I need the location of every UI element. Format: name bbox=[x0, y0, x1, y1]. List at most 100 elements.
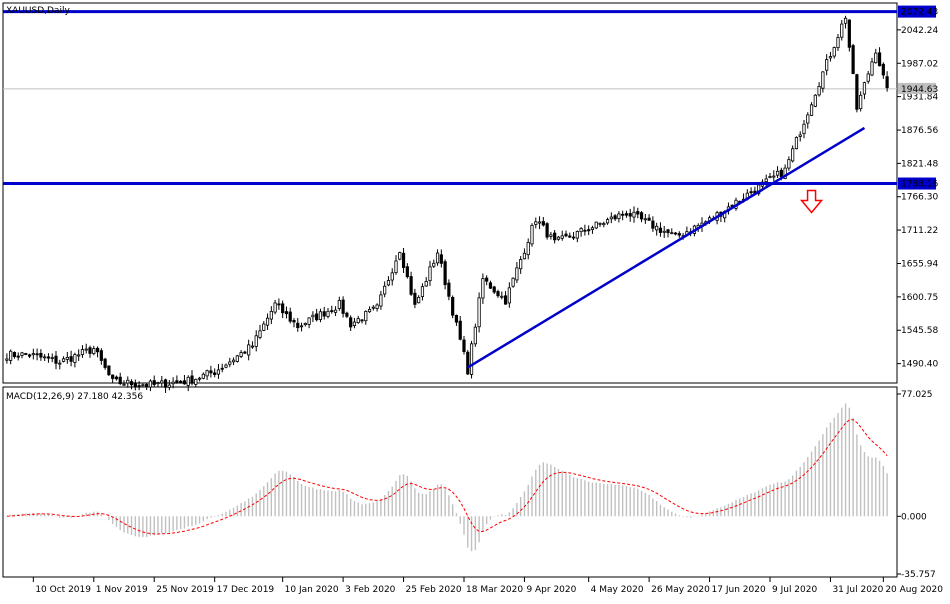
candle-body bbox=[145, 383, 149, 387]
candle-body bbox=[16, 355, 20, 358]
candle-body bbox=[775, 170, 780, 176]
candle-body bbox=[836, 37, 840, 49]
candle-body bbox=[877, 52, 882, 67]
candle-body bbox=[481, 278, 485, 299]
candle-body bbox=[783, 167, 787, 179]
candle-body bbox=[156, 382, 160, 385]
candle-body bbox=[643, 218, 647, 221]
candle-body bbox=[148, 380, 153, 388]
candle-body bbox=[813, 94, 817, 107]
candle-body bbox=[73, 354, 77, 363]
candle-body bbox=[175, 380, 179, 383]
candle-body bbox=[273, 302, 277, 313]
candle-body bbox=[855, 74, 859, 110]
candle-body bbox=[545, 223, 549, 238]
candle-body bbox=[39, 352, 43, 358]
candle-body bbox=[394, 260, 398, 273]
candle-body bbox=[458, 320, 462, 340]
support-trendline[interactable] bbox=[467, 126, 866, 369]
candle-body bbox=[477, 297, 481, 328]
time-tick-label: 17 Jun 2020 bbox=[712, 585, 766, 595]
candle-body bbox=[390, 272, 394, 281]
candle-body bbox=[209, 370, 213, 374]
time-tick-label: 25 Feb 2020 bbox=[406, 585, 462, 595]
trendline-layer[interactable] bbox=[467, 126, 866, 369]
candle-body bbox=[639, 212, 644, 220]
candle-body bbox=[277, 303, 281, 306]
candle-body bbox=[50, 357, 54, 359]
candle-body bbox=[636, 211, 640, 215]
candle-body bbox=[163, 379, 168, 388]
current-price-label: 1944.63 bbox=[901, 85, 938, 95]
time-tick-label: 17 Dec 2019 bbox=[217, 585, 275, 595]
candle-body bbox=[58, 362, 62, 365]
candle-body bbox=[662, 230, 666, 233]
candle-body bbox=[454, 314, 459, 323]
price-tick-label: 2042.24 bbox=[901, 26, 938, 36]
time-tick-label: 4 May 2020 bbox=[591, 585, 644, 595]
candle-body bbox=[779, 169, 783, 178]
candle-body bbox=[152, 380, 156, 385]
candle-body bbox=[485, 277, 489, 282]
candle-body bbox=[628, 213, 632, 217]
price-tick-label: 1711.22 bbox=[901, 226, 938, 236]
price-tick-label: 1987.02 bbox=[901, 59, 938, 69]
candle-body bbox=[647, 217, 651, 221]
candle-body bbox=[537, 221, 542, 224]
candle-body bbox=[549, 234, 553, 237]
candle-body bbox=[424, 281, 428, 287]
down-arrow-icon[interactable] bbox=[799, 189, 824, 214]
candle-body bbox=[821, 71, 825, 89]
candle-body bbox=[496, 291, 500, 297]
candle-body bbox=[802, 123, 806, 135]
candle-body bbox=[118, 376, 122, 385]
candle-body bbox=[583, 229, 587, 232]
arrow-layer[interactable] bbox=[799, 189, 824, 214]
candle-body bbox=[825, 59, 829, 71]
candle-body bbox=[632, 211, 636, 218]
candle-body bbox=[111, 374, 115, 379]
candle-body bbox=[560, 235, 564, 239]
time-tick-label: 25 Nov 2019 bbox=[156, 585, 214, 595]
candle-body bbox=[69, 356, 73, 362]
candle-body bbox=[383, 285, 387, 295]
price-pane-frame bbox=[2, 2, 898, 384]
candle-body bbox=[439, 254, 443, 264]
candle-body bbox=[809, 104, 814, 116]
candle-body bbox=[401, 252, 406, 268]
candle-body bbox=[84, 348, 88, 351]
candle-body bbox=[315, 313, 319, 321]
candle-body bbox=[443, 261, 447, 286]
candle-body bbox=[269, 310, 273, 320]
candle-body bbox=[103, 358, 107, 368]
candle-body bbox=[318, 311, 323, 320]
candle-body bbox=[571, 236, 576, 239]
candle-body bbox=[371, 306, 375, 309]
candle-body bbox=[522, 252, 527, 260]
level-lines[interactable]: 2072.43 1788.16 bbox=[3, 5, 938, 190]
candle-body bbox=[231, 359, 236, 363]
candle-body bbox=[337, 299, 341, 309]
candle-body bbox=[866, 73, 870, 82]
macd-tick-label: 77.025 bbox=[901, 390, 933, 400]
price-tick-label: 1600.75 bbox=[901, 293, 938, 303]
candle-body bbox=[20, 352, 24, 356]
candle-body bbox=[409, 276, 413, 295]
candle-body bbox=[556, 236, 561, 240]
candle-body bbox=[224, 364, 228, 368]
candle-body bbox=[579, 228, 583, 233]
candle-body bbox=[61, 358, 66, 362]
candle-body bbox=[43, 356, 47, 359]
candle-body bbox=[670, 232, 674, 235]
candle-body bbox=[791, 148, 795, 162]
candle-body bbox=[515, 267, 519, 281]
candle-body bbox=[503, 295, 508, 305]
candle-body bbox=[77, 354, 81, 357]
candle-body bbox=[137, 385, 141, 387]
candle-body bbox=[296, 322, 300, 329]
candle-body bbox=[511, 277, 515, 287]
candle-body bbox=[526, 242, 530, 256]
candle-body bbox=[594, 221, 598, 229]
